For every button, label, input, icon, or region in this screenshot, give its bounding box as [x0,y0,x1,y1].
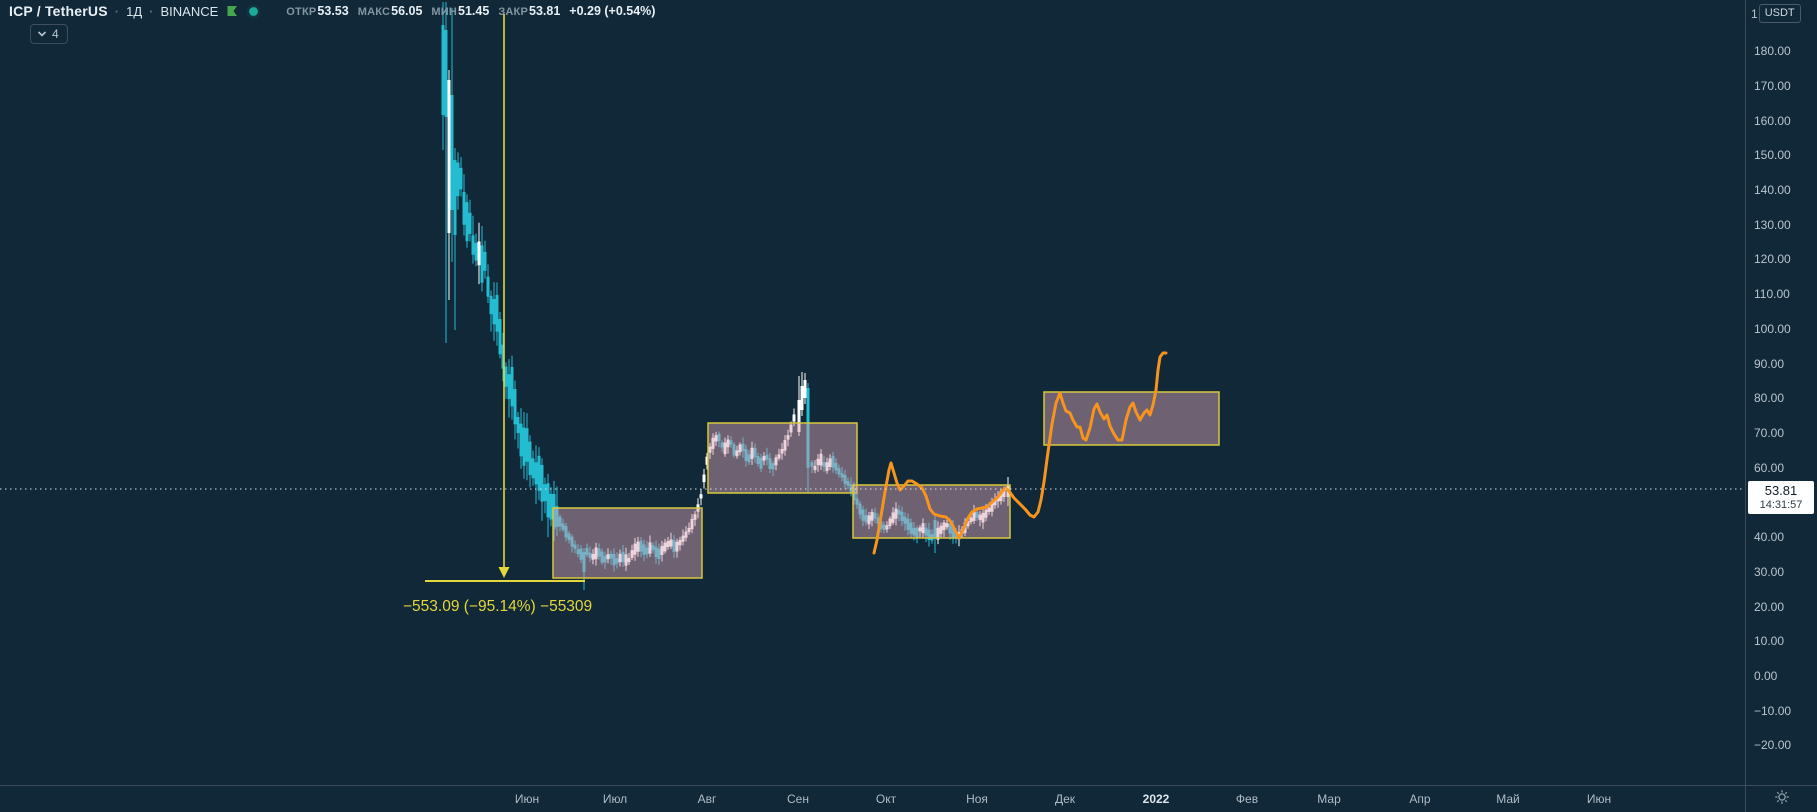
year-label: 2022 [1142,792,1170,806]
market-flag-icon[interactable] [225,4,239,18]
gear-icon [1774,789,1790,810]
price-tick: 0.00 [1754,669,1778,683]
month-label: Апр [1409,792,1431,806]
axis-settings-button[interactable] [1745,785,1817,812]
price-tick: 20.00 [1754,600,1785,614]
price-tick: 70.00 [1754,426,1785,440]
measure-drawing[interactable]: −553.09 (−95.14%) −55309 [403,14,592,615]
chevron-down-icon [37,27,47,41]
price-tick: 10.00 [1754,634,1785,648]
month-label: Дек [1054,792,1076,806]
month-label: Окт [875,792,897,806]
price-tick: 90.00 [1754,357,1785,371]
exchange-label[interactable]: BINANCE [160,3,219,19]
candles [441,2,1010,590]
open-label: ОТКР [286,6,317,18]
close-label: ЗАКР [498,6,528,18]
month-label: Май [1496,792,1520,806]
last-price-value: 53.81 [1764,482,1798,498]
month-label: Мар [1317,792,1341,806]
price-tick: 30.00 [1754,565,1785,579]
change-value: +0.29 (+0.54%) [569,4,656,18]
month-label: Фев [1235,792,1259,806]
measure-label: −553.09 (−95.14%) −55309 [403,598,592,615]
currency-unit-button[interactable]: USDT [1758,4,1801,23]
price-tick: 160.00 [1754,114,1791,128]
ohlc-readout: ОТКР 53.53 МАКС 56.05 МИН 51.45 ЗАКР 53.81 +… [286,4,655,18]
month-label: Июл [602,792,628,806]
month-label: Авг [697,792,717,806]
price-tick: 130.00 [1754,218,1791,232]
last-price-tag: 53.81 14:31:57 [1748,481,1814,514]
price-tick: 80.00 [1754,391,1785,405]
objects-count: 4 [52,27,59,41]
price-axis[interactable]: 1 USDT 180.00 170.00 160.00 150.00 140.00 130… [1745,0,1817,785]
price-tick: 110.00 [1754,287,1790,301]
price-tick: 120.00 [1754,252,1791,266]
price-tick: 140.00 [1754,183,1791,197]
interval-label[interactable]: 1Д [126,3,143,19]
high-label: МАКС [357,6,391,18]
high-value: 56.05 [391,4,423,18]
countdown-timer: 14:31:57 [1759,498,1803,511]
month-label: Сен [787,792,809,806]
legend-separator: · [149,3,154,19]
price-range-box[interactable] [552,507,703,579]
clipped-top-tick: 1 [1751,6,1758,21]
price-tick: 180.00 [1754,44,1791,58]
close-value: 53.81 [529,4,561,18]
low-value: 51.45 [458,4,490,18]
price-tick: 40.00 [1754,530,1785,544]
open-value: 53.53 [317,4,349,18]
price-tick: 170.00 [1754,79,1791,93]
price-tick: 60.00 [1754,461,1785,475]
month-label: Ноя [966,792,988,806]
symbol-title[interactable]: ICP / TetherUS [9,3,108,19]
freehand-projection-line[interactable] [872,351,1168,555]
price-tick: −10.00 [1754,704,1792,718]
price-tick: 150.00 [1754,148,1791,162]
price-tick: 100.00 [1754,322,1791,336]
chart-legend: ICP / TetherUS · 1Д · BINANCE ОТКР 53.53 … [9,3,655,19]
month-label: Июн [1586,792,1612,806]
objects-tree-button[interactable]: 4 [30,24,68,44]
price-range-box[interactable] [707,422,858,494]
chart-canvas[interactable]: −553.09 (−95.14%) −55309 [0,0,1745,785]
market-status-icon[interactable] [246,4,261,19]
price-tick: −20.00 [1754,738,1792,752]
price-range-box[interactable] [1043,391,1220,446]
time-axis[interactable]: Июн Июл Авг Сен Окт Ноя Дек 2022 Фев Мар Апр Май Июн [0,785,1745,812]
month-label: Июн [514,792,540,806]
legend-separator: · [114,3,120,19]
low-label: МИН [431,6,458,18]
